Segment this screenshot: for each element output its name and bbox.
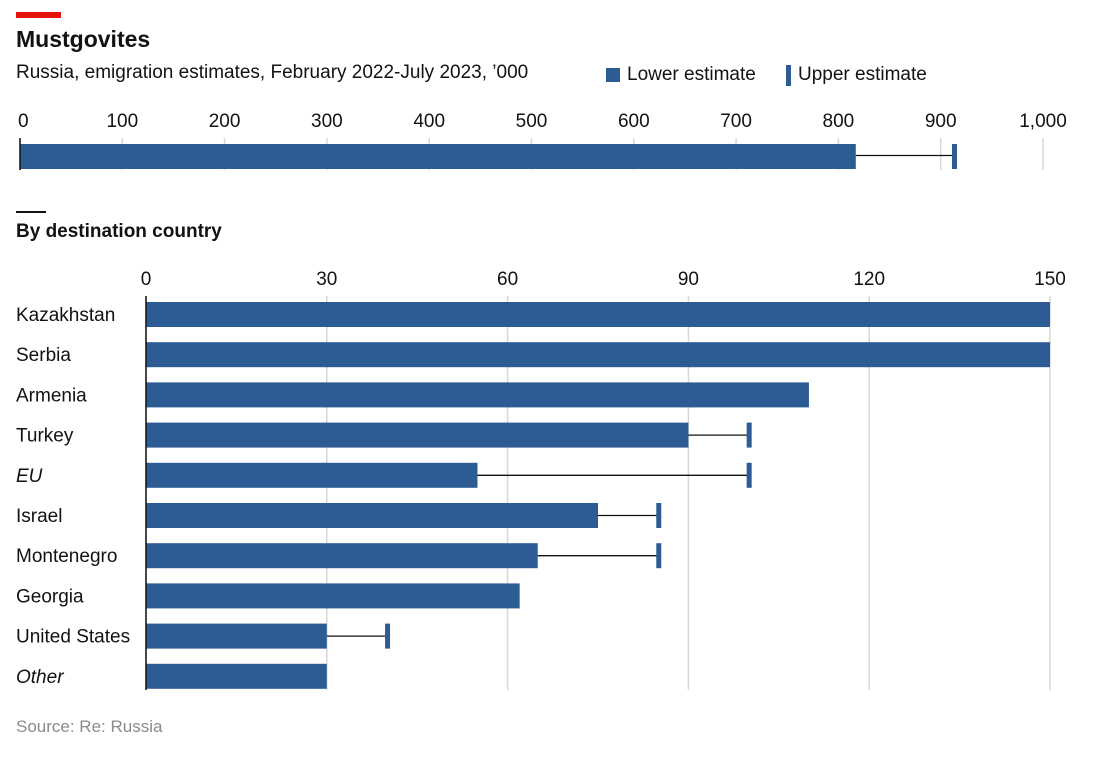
upper-estimate-marker bbox=[746, 422, 752, 448]
chart-subtitle: Russia, emigration estimates, February 2… bbox=[16, 62, 529, 83]
section-title: By destination country bbox=[16, 221, 222, 242]
x-tick-label: 500 bbox=[516, 111, 548, 132]
chart-title: Mustgovites bbox=[16, 26, 151, 52]
category-label: Montenegro bbox=[16, 546, 117, 567]
source-note: Source: Re: Russia bbox=[16, 717, 163, 736]
bar-lower-estimate bbox=[146, 503, 598, 528]
category-label: Other bbox=[16, 667, 64, 688]
upper-estimate-marker bbox=[656, 503, 662, 528]
x-tick-label: 600 bbox=[618, 111, 650, 132]
x-tick-label: 200 bbox=[209, 111, 241, 132]
x-tick-label: 100 bbox=[106, 111, 138, 132]
category-label: Kazakhstan bbox=[16, 305, 115, 326]
category-label: Turkey bbox=[16, 426, 74, 447]
upper-estimate-marker bbox=[656, 543, 662, 569]
legend-lower-estimate: Lower estimate bbox=[606, 64, 756, 86]
upper-estimate-marker bbox=[951, 144, 957, 169]
category-label: Georgia bbox=[16, 586, 84, 607]
x-tick-label: 700 bbox=[720, 111, 752, 132]
legend-upper-estimate: Upper estimate bbox=[786, 64, 927, 86]
bar-lower-estimate bbox=[146, 583, 520, 609]
x-tick-label: 900 bbox=[925, 111, 957, 132]
bar-lower-estimate bbox=[146, 462, 478, 488]
bar-lower-estimate bbox=[146, 543, 538, 569]
legend-upper-label: Upper estimate bbox=[798, 64, 927, 85]
bar-lower-estimate bbox=[146, 302, 1050, 327]
upper-estimate-marker bbox=[746, 462, 752, 488]
category-label: EU bbox=[16, 466, 43, 487]
x-tick-label: 400 bbox=[413, 111, 445, 132]
bar-lower-estimate bbox=[146, 623, 327, 649]
x-tick-label: 0 bbox=[18, 111, 29, 132]
x-tick-label: 1,000 bbox=[1019, 111, 1067, 132]
upper-estimate-marker bbox=[385, 623, 391, 649]
bar-lower-estimate bbox=[20, 144, 856, 169]
category-label: Serbia bbox=[16, 345, 71, 366]
category-label: Armenia bbox=[16, 385, 87, 406]
x-tick-label: 90 bbox=[678, 269, 699, 290]
legend-lower-swatch bbox=[606, 68, 620, 82]
legend-lower-label: Lower estimate bbox=[627, 64, 756, 85]
x-tick-label: 120 bbox=[853, 269, 885, 290]
bar-lower-estimate bbox=[146, 382, 809, 408]
x-tick-label: 60 bbox=[497, 269, 518, 290]
bar-lower-estimate bbox=[146, 342, 1050, 368]
legend-upper-swatch bbox=[786, 64, 791, 86]
x-tick-label: 0 bbox=[141, 269, 152, 290]
x-tick-label: 800 bbox=[823, 111, 855, 132]
bar-lower-estimate bbox=[146, 422, 689, 448]
x-tick-label: 300 bbox=[311, 111, 343, 132]
section-divider bbox=[16, 211, 46, 213]
category-label: United States bbox=[16, 627, 130, 648]
bar-lower-estimate bbox=[146, 663, 327, 689]
brand-accent-bar bbox=[16, 12, 61, 18]
x-tick-label: 150 bbox=[1034, 269, 1066, 290]
x-tick-label: 30 bbox=[316, 269, 337, 290]
category-label: Israel bbox=[16, 506, 62, 527]
